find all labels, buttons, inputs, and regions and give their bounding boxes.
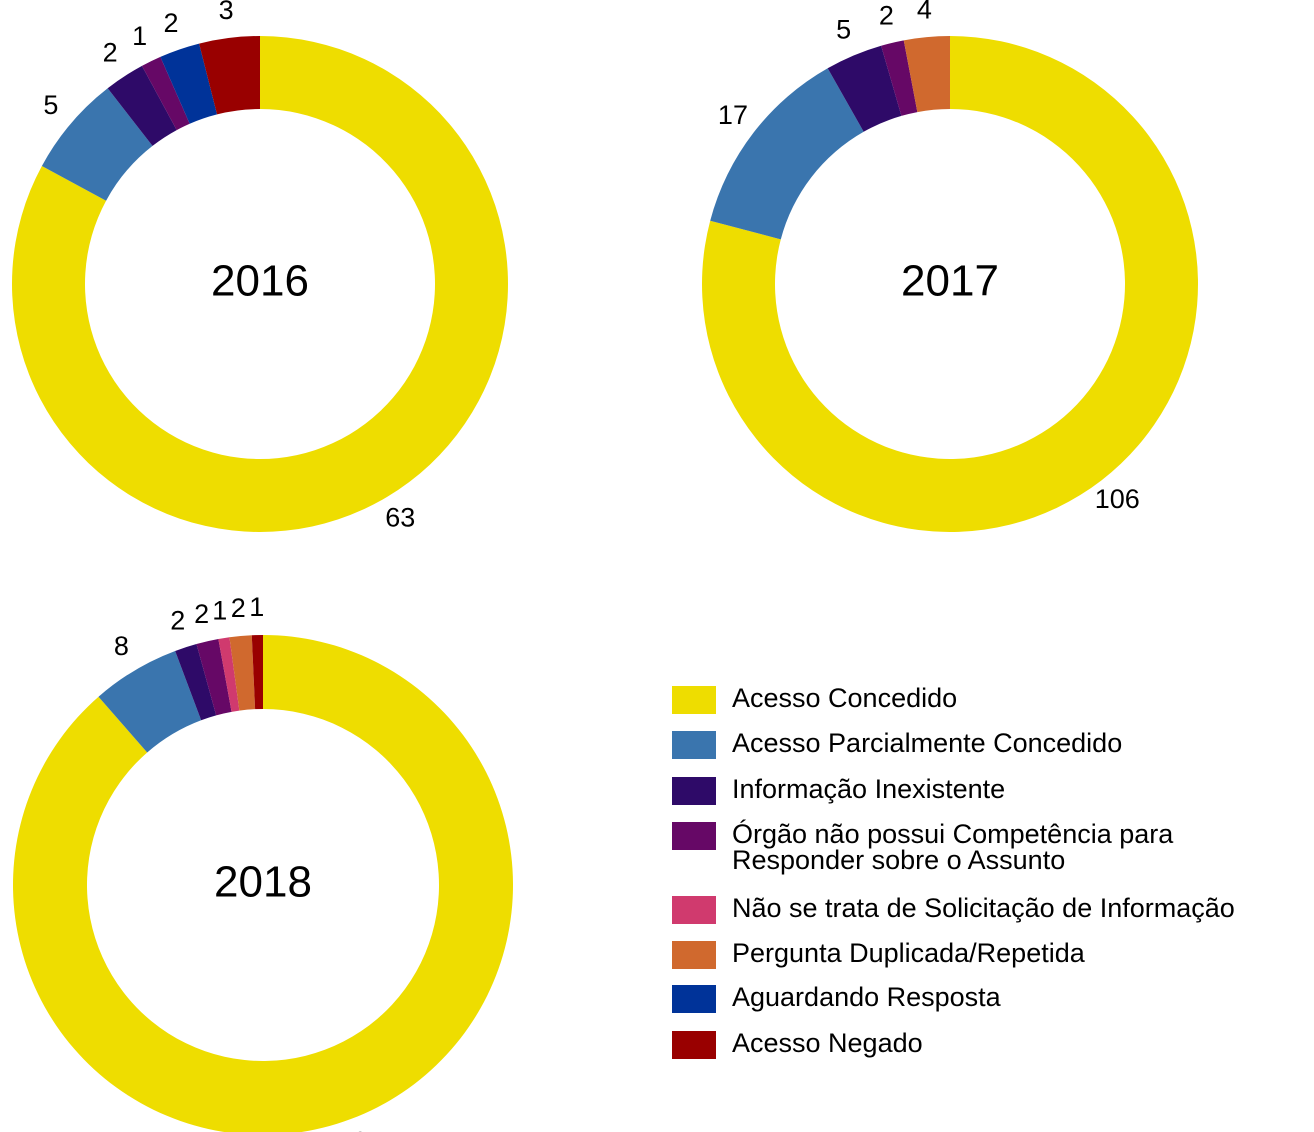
legend-label: Acesso Parcialmente Concedido xyxy=(732,728,1122,758)
legend-label: Acesso Concedido xyxy=(732,683,957,713)
data-label: 3 xyxy=(219,0,234,25)
slice xyxy=(107,65,177,146)
data-label: 2 xyxy=(170,606,185,636)
legend-label: Informação Inexistente xyxy=(732,774,1005,804)
legend-label: Órgão não possui Competência para Respond… xyxy=(732,818,1174,875)
legend-swatch xyxy=(672,822,716,850)
slice xyxy=(175,644,217,721)
legend-swatch xyxy=(672,985,716,1013)
data-label: 5 xyxy=(43,90,58,120)
legend-swatch xyxy=(672,1031,716,1059)
slice xyxy=(160,43,218,124)
data-label: 5 xyxy=(836,15,851,45)
data-label: 1 xyxy=(249,592,264,622)
legend-label: Pergunta Duplicada/Repetida xyxy=(732,938,1086,968)
data-label: 17 xyxy=(718,100,748,130)
slice xyxy=(41,88,153,201)
chart-title: 2017 xyxy=(901,257,999,306)
data-label: 2 xyxy=(231,593,246,623)
slice xyxy=(218,637,240,712)
data-label: 1 xyxy=(212,596,227,626)
legend-swatch xyxy=(672,941,716,969)
legend-swatch xyxy=(672,896,716,924)
slice xyxy=(903,36,950,113)
slice xyxy=(98,650,202,753)
legend-label: Não se trata de Solicitação de Informaçã… xyxy=(732,893,1235,923)
data-label: 63 xyxy=(385,503,415,533)
legend-swatch xyxy=(672,686,716,714)
slice xyxy=(827,45,902,132)
data-label: 124 xyxy=(337,1127,382,1132)
data-label: 8 xyxy=(114,631,129,661)
data-label: 2 xyxy=(103,38,118,68)
data-label: 1 xyxy=(132,21,147,51)
slice xyxy=(702,36,1199,532)
slice xyxy=(13,635,513,1132)
data-label: 2 xyxy=(194,599,209,629)
slice xyxy=(141,56,190,131)
legend-swatch xyxy=(672,731,716,759)
legend-label: Aguardando Resposta xyxy=(732,982,1002,1012)
data-label: 2 xyxy=(879,1,894,31)
chart-title: 2018 xyxy=(214,858,312,907)
slice xyxy=(710,68,864,240)
slice xyxy=(199,36,260,115)
legend-label: Acesso Negado xyxy=(732,1028,923,1058)
chart-title: 2016 xyxy=(211,257,309,306)
slice xyxy=(229,635,256,711)
slice xyxy=(11,36,508,532)
slice xyxy=(196,639,232,716)
data-label: 4 xyxy=(917,0,932,24)
data-label: 106 xyxy=(1095,484,1140,514)
data-label: 2 xyxy=(164,8,179,38)
legend-swatch xyxy=(672,777,716,805)
slice xyxy=(881,40,918,116)
slice xyxy=(251,635,263,710)
